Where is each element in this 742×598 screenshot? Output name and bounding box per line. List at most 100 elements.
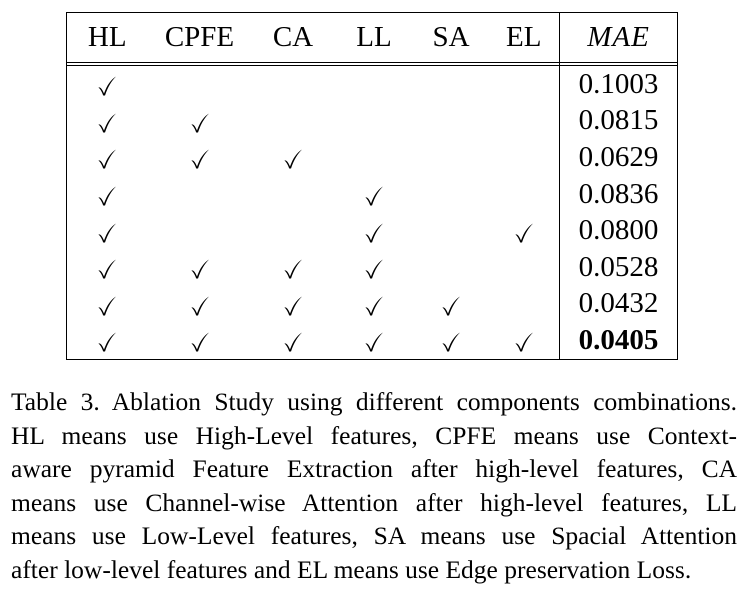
checkmark-icon — [514, 331, 534, 353]
checkmark-icon — [190, 258, 210, 280]
cell-cpfe — [148, 176, 252, 213]
cell-cpfe — [148, 103, 252, 140]
cell-hl — [66, 102, 148, 140]
cell-sa — [414, 103, 489, 140]
ablation-table-container: HL CPFE CA LL SA EL MAE 0.1003 0.0815 0.06… — [66, 12, 678, 360]
cell-cpfe — [148, 212, 252, 249]
cell-hl — [66, 285, 148, 323]
caption-line: Table 3. Ablation Study using different … — [11, 387, 737, 416]
cell-cpfe — [148, 286, 252, 323]
header-double-rule — [66, 62, 678, 66]
checkmark-icon — [190, 331, 210, 353]
checkmark-icon — [283, 295, 303, 317]
caption-line: aware pyramid Feature Extraction after h… — [11, 454, 737, 484]
caption-line: means use Channel-wise Attention after h… — [11, 487, 737, 517]
checkmark-icon — [283, 148, 303, 170]
cell-sa — [414, 176, 489, 213]
checkmark-icon — [283, 258, 303, 280]
cell-ca — [252, 286, 335, 323]
checkmark-icon — [97, 295, 117, 317]
checkmark-icon — [190, 295, 210, 317]
header-ll: LL — [334, 12, 414, 63]
cell-cpfe — [148, 139, 252, 176]
checkmark-icon — [97, 331, 117, 353]
checkmark-icon — [97, 258, 117, 280]
checkmark-icon — [190, 112, 210, 134]
cell-el — [489, 176, 560, 213]
cell-hl — [66, 65, 148, 103]
cell-sa — [414, 286, 489, 323]
cell-ll — [335, 103, 414, 140]
header-hl: HL — [66, 12, 148, 63]
cell-ll — [335, 139, 414, 176]
cell-ca — [251, 322, 335, 360]
checkmark-icon — [283, 331, 303, 353]
cell-hl — [66, 322, 148, 360]
cell-cpfe — [148, 249, 252, 286]
checkmark-icon — [441, 331, 461, 353]
ablation-table: HL CPFE CA LL SA EL MAE 0.1003 0.0815 0.06… — [66, 12, 678, 360]
table-row: 0.0432 — [66, 285, 678, 323]
cell-cpfe — [147, 322, 252, 360]
table-row: 0.0800 — [66, 212, 678, 249]
cell-hl — [66, 175, 148, 213]
cell-ca — [252, 176, 335, 213]
cell-mae-value: 0.0815 — [559, 102, 678, 140]
cell-hl — [66, 212, 148, 249]
cell-el — [489, 249, 560, 286]
cell-sa — [414, 249, 489, 286]
table-row: 0.0405 — [66, 322, 678, 360]
table-header-row: HL CPFE CA LL SA EL MAE — [66, 12, 678, 63]
checkmark-icon — [441, 295, 461, 317]
table-row: 0.1003 — [66, 65, 678, 103]
cell-el — [488, 322, 560, 360]
checkmark-icon — [364, 185, 384, 207]
caption-line: after low-level features and EL means us… — [11, 554, 692, 584]
cell-mae-value: 0.0836 — [559, 175, 678, 213]
header-mae: MAE — [559, 12, 678, 63]
table-row: 0.0815 — [66, 102, 678, 140]
checkmark-icon — [97, 222, 117, 244]
checkmark-icon — [364, 331, 384, 353]
cell-ca — [252, 212, 335, 249]
cell-ll — [335, 286, 414, 323]
caption-line: HL means use High-Level features, CPFE m… — [11, 420, 737, 450]
checkmark-icon — [97, 148, 117, 170]
cell-ca — [252, 139, 335, 176]
checkmark-icon — [97, 112, 117, 134]
cell-ca — [252, 103, 335, 140]
table-caption: Table 3. Ablation Study using different … — [11, 385, 737, 587]
header-cpfe: CPFE — [147, 12, 252, 63]
cell-ll — [335, 66, 414, 103]
cell-el — [489, 139, 560, 176]
cell-mae-value: 0.0800 — [559, 212, 678, 249]
cell-hl — [66, 248, 148, 286]
cell-ca — [252, 66, 335, 103]
checkmark-icon — [364, 222, 384, 244]
cell-sa — [414, 139, 489, 176]
checkmark-icon — [97, 75, 117, 97]
cell-mae-value: 0.0528 — [559, 248, 678, 286]
cell-el — [489, 286, 560, 323]
cell-sa — [414, 212, 489, 249]
header-ca: CA — [251, 12, 335, 63]
cell-ll — [335, 212, 414, 249]
cell-mae-value: 0.1003 — [559, 65, 678, 103]
cell-ll — [334, 322, 414, 360]
table-row: 0.0528 — [66, 248, 678, 286]
cell-cpfe — [148, 66, 252, 103]
cell-mae-value: 0.0405 — [559, 322, 678, 360]
checkmark-icon — [190, 148, 210, 170]
table-row: 0.0836 — [66, 175, 678, 213]
caption-line: means use Low-Level features, SA means u… — [11, 521, 737, 551]
cell-mae-value: 0.0432 — [559, 285, 678, 323]
cell-hl — [66, 139, 148, 176]
checkmark-icon — [97, 185, 117, 207]
cell-el — [489, 103, 560, 140]
cell-ll — [335, 176, 414, 213]
checkmark-icon — [514, 222, 534, 244]
cell-ll — [335, 249, 414, 286]
cell-el — [489, 66, 560, 103]
cell-sa — [414, 66, 489, 103]
header-el: EL — [488, 12, 560, 63]
